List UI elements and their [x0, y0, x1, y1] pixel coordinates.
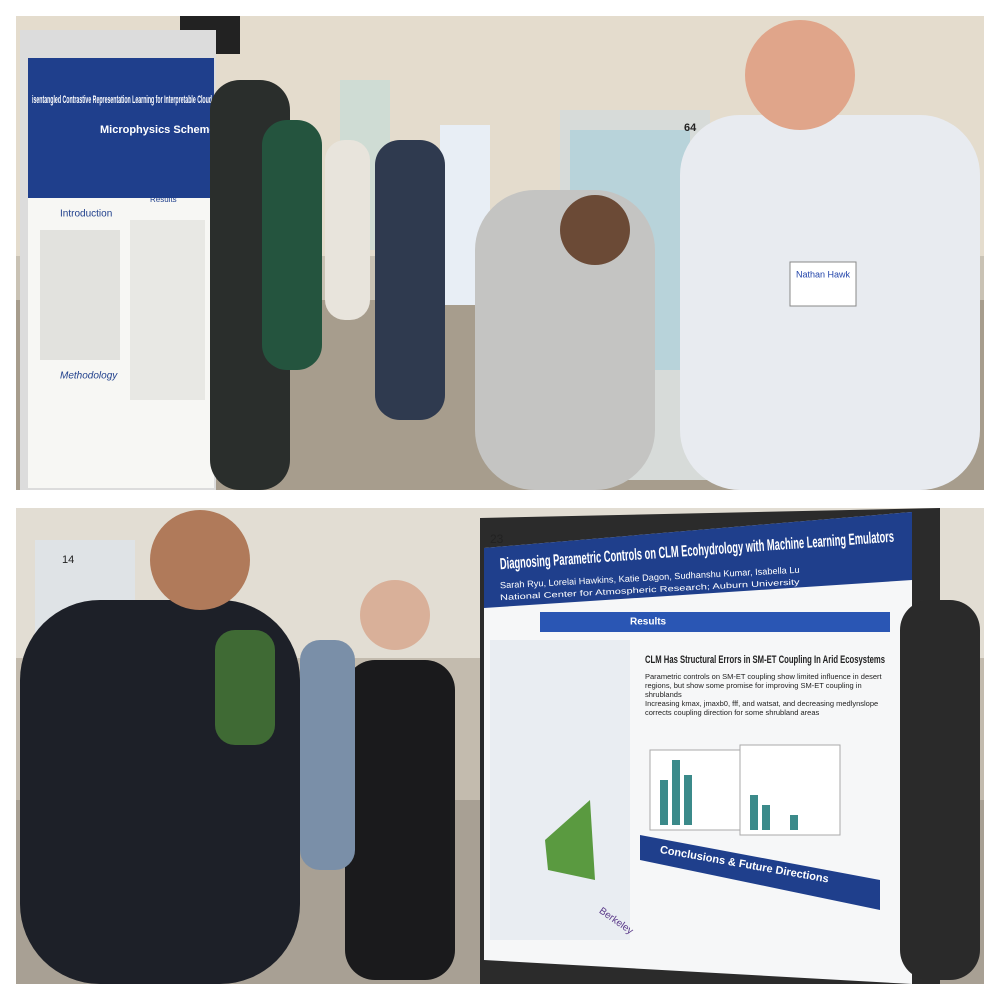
- person: [375, 140, 445, 420]
- figure-shape: [684, 775, 692, 825]
- poster-number: 64: [684, 122, 697, 134]
- poster-section: Methodology: [60, 371, 118, 382]
- poster-title: Microphysics Schemes: [100, 124, 222, 136]
- bullet: Increasing kmax, jmaxb0, fff, and watsat…: [645, 699, 879, 717]
- poster-text-block: [40, 230, 120, 360]
- section-bar: [640, 835, 880, 910]
- person-head: [150, 510, 250, 610]
- section-bar: [540, 612, 890, 632]
- poster-figure: [130, 220, 205, 400]
- person: [262, 120, 322, 370]
- poster-figures: [490, 640, 630, 940]
- poster-bullets: Parametric controls on SM-ET coupling sh…: [645, 672, 890, 717]
- poster-number: 14: [62, 554, 74, 566]
- figure-shape: [750, 795, 758, 830]
- poster-header: [28, 58, 214, 198]
- figure-shape: [762, 805, 770, 830]
- person: [300, 640, 355, 870]
- bullet-list: Parametric controls on SM-ET coupling sh…: [645, 672, 890, 717]
- figure-shape: [790, 815, 798, 830]
- name-badge: [789, 261, 857, 307]
- bullet: Parametric controls on SM-ET coupling sh…: [645, 672, 882, 699]
- person: [325, 140, 370, 320]
- person-head: [745, 20, 855, 130]
- water-bottle: [215, 630, 275, 745]
- poster-title: isentangled Contrastive Representation L…: [32, 94, 212, 106]
- poster-number: 23: [490, 532, 504, 546]
- figure-shape: [660, 780, 668, 825]
- poster-section: Introduction: [60, 209, 112, 220]
- person: [900, 600, 980, 980]
- person-head: [560, 195, 630, 265]
- person-head: [360, 580, 430, 650]
- section-header: Results: [630, 617, 667, 628]
- bottom-photo: 14 23 Diagnosing Parametric Controls on …: [16, 508, 984, 984]
- poster-figure: [545, 800, 595, 880]
- person: [475, 190, 655, 490]
- poster-section: Results: [150, 195, 177, 204]
- figure-shape: [672, 760, 680, 825]
- poster-header: [484, 512, 912, 608]
- badge-name: Nathan Hawk: [796, 269, 851, 279]
- top-photo: isentangled Contrastive Representation L…: [16, 16, 984, 490]
- poster-finding: CLM Has Structural Errors in SM-ET Coupl…: [645, 654, 885, 666]
- person: [345, 660, 455, 980]
